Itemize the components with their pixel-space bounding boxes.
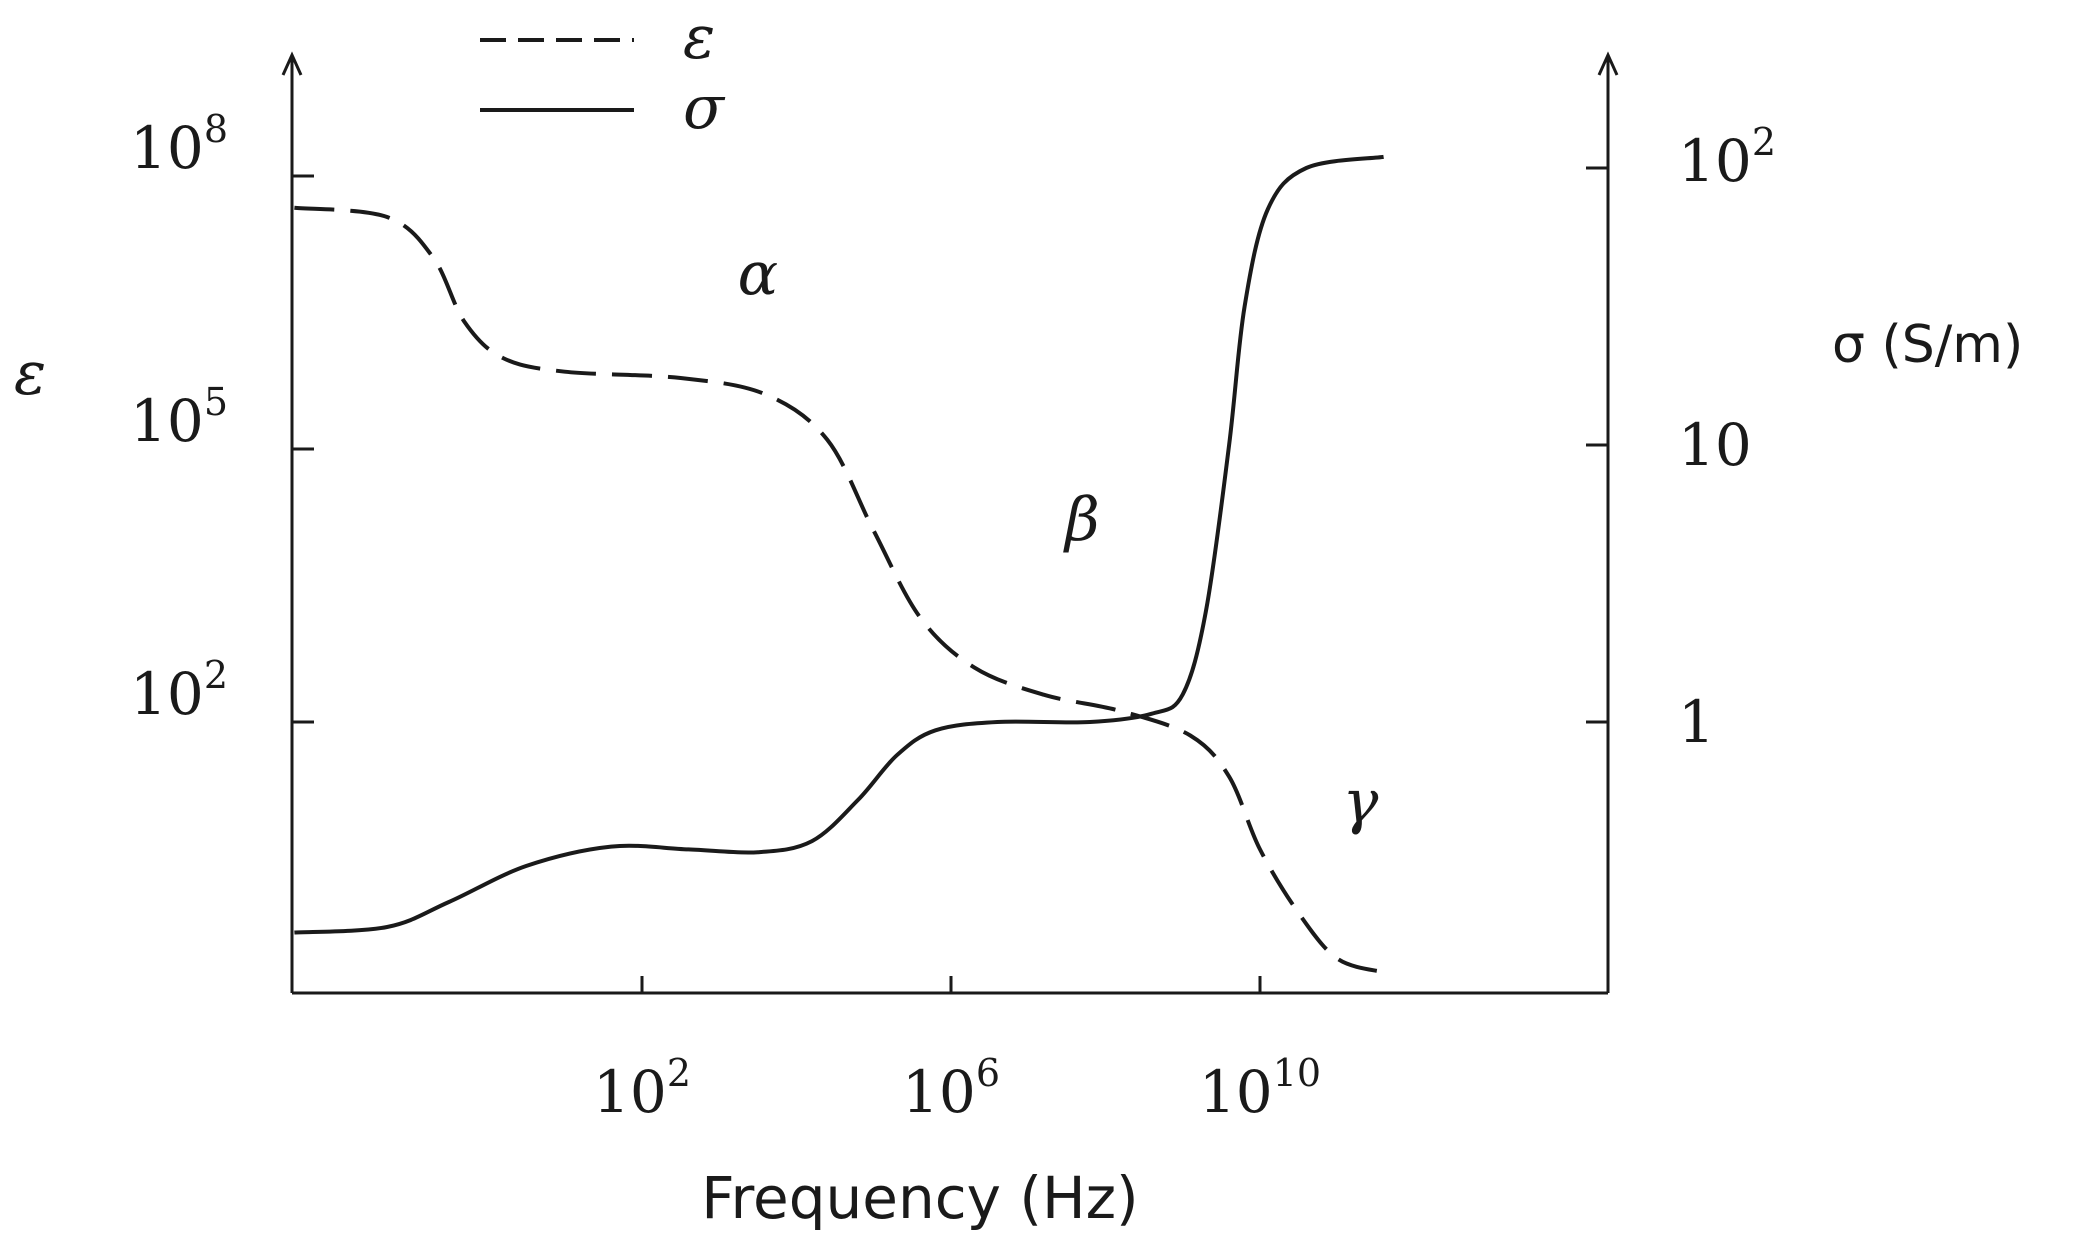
x-tick-label-base: 10: [593, 1058, 667, 1126]
left-y-tick-label-exp: 2: [204, 653, 228, 697]
x-axis-label: Frequency (Hz): [701, 1164, 1138, 1232]
x-tick-label: 1010: [1199, 1051, 1321, 1126]
x-tick-label-exp: 6: [976, 1051, 1000, 1095]
annotation-label: α: [738, 239, 779, 309]
left-y-axis-arrow: [281, 51, 303, 76]
annotation-label: γ: [1342, 767, 1378, 837]
x-tick-label-base: 10: [1199, 1058, 1273, 1126]
left-y-tick-label: 108: [130, 107, 228, 182]
left-y-tick-label-base: 10: [130, 660, 204, 728]
right-y-tick-label-base: 10: [1678, 127, 1752, 195]
legend-label-epsilon: ε: [683, 3, 715, 73]
left-y-tick-label-base: 10: [130, 387, 204, 455]
legend-label-sigma: σ: [683, 73, 726, 143]
right-y-tick-label-exp: 2: [1752, 120, 1776, 164]
right-y-tick-label: 1: [1678, 688, 1715, 756]
right-y-tick-label: 102: [1678, 120, 1776, 195]
left-y-tick-label-exp: 8: [204, 107, 228, 151]
x-tick-label-base: 10: [902, 1058, 976, 1126]
x-tick-label: 106: [902, 1051, 1000, 1126]
x-tick-label-exp: 2: [667, 1051, 691, 1095]
left-y-tick-label: 105: [130, 380, 228, 455]
series-line-epsilon: [294, 205, 1385, 975]
x-tick-label-exp: 10: [1273, 1051, 1321, 1095]
left-y-tick-label-exp: 5: [204, 380, 228, 424]
series-line-sigma: [294, 154, 1384, 935]
left-y-axis-label: ε: [14, 339, 46, 409]
left-y-tick-label: 102: [130, 653, 228, 728]
left-y-tick-label-base: 10: [130, 114, 204, 182]
x-tick-label: 102: [593, 1051, 691, 1126]
right-y-axis-label: σ (S/m): [1832, 315, 2023, 375]
right-y-axis-arrow: [1597, 51, 1619, 76]
annotation-label: β: [1063, 485, 1100, 555]
right-y-tick-label: 10: [1678, 411, 1752, 479]
